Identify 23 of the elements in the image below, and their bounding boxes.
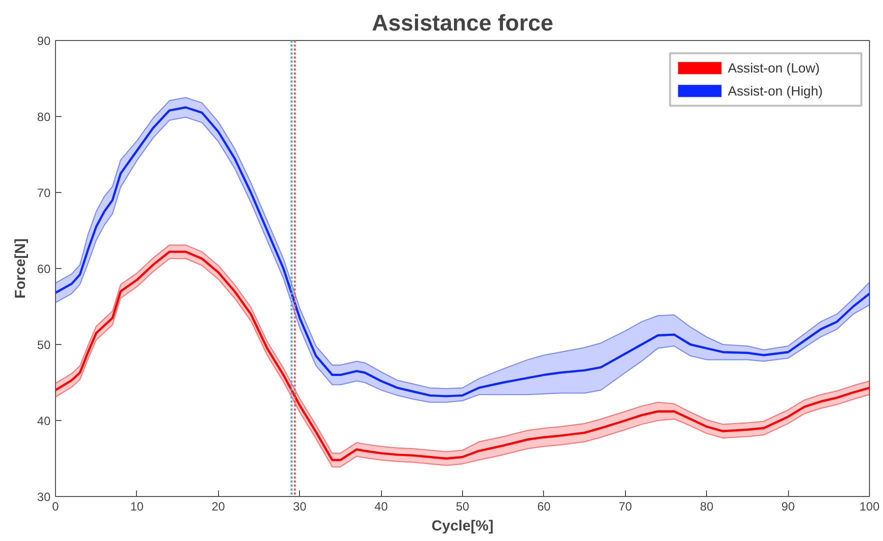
y-tick-label: 60 (37, 262, 51, 276)
x-tick-label: 100 (859, 500, 880, 514)
y-tick-label: 30 (37, 490, 51, 504)
y-axis-title: Force[N] (13, 238, 30, 299)
x-tick-label: 30 (293, 500, 307, 514)
y-tick-label: 80 (37, 110, 51, 124)
x-tick-label: 60 (537, 500, 551, 514)
x-axis-title: Cycle[%] (432, 518, 494, 534)
x-tick-label: 90 (781, 500, 796, 514)
y-tick-label: 50 (37, 338, 51, 352)
y-tick-label: 90 (37, 34, 51, 48)
legend-label: Assist-on (High) (728, 83, 823, 98)
x-tick-label: 50 (456, 500, 470, 514)
x-tick-label: 0 (52, 500, 60, 514)
x-tick-label: 10 (130, 500, 144, 514)
x-tick-label: 80 (700, 500, 714, 514)
legend-label: Assist-on (Low) (728, 60, 820, 76)
x-tick-label: 40 (374, 500, 388, 514)
x-tick-label: 20 (212, 500, 226, 514)
y-tick-label: 70 (37, 186, 51, 200)
x-tick-label: 70 (618, 500, 632, 514)
chart-title: Assistance force (372, 10, 554, 36)
y-tick-label: 40 (37, 414, 51, 428)
